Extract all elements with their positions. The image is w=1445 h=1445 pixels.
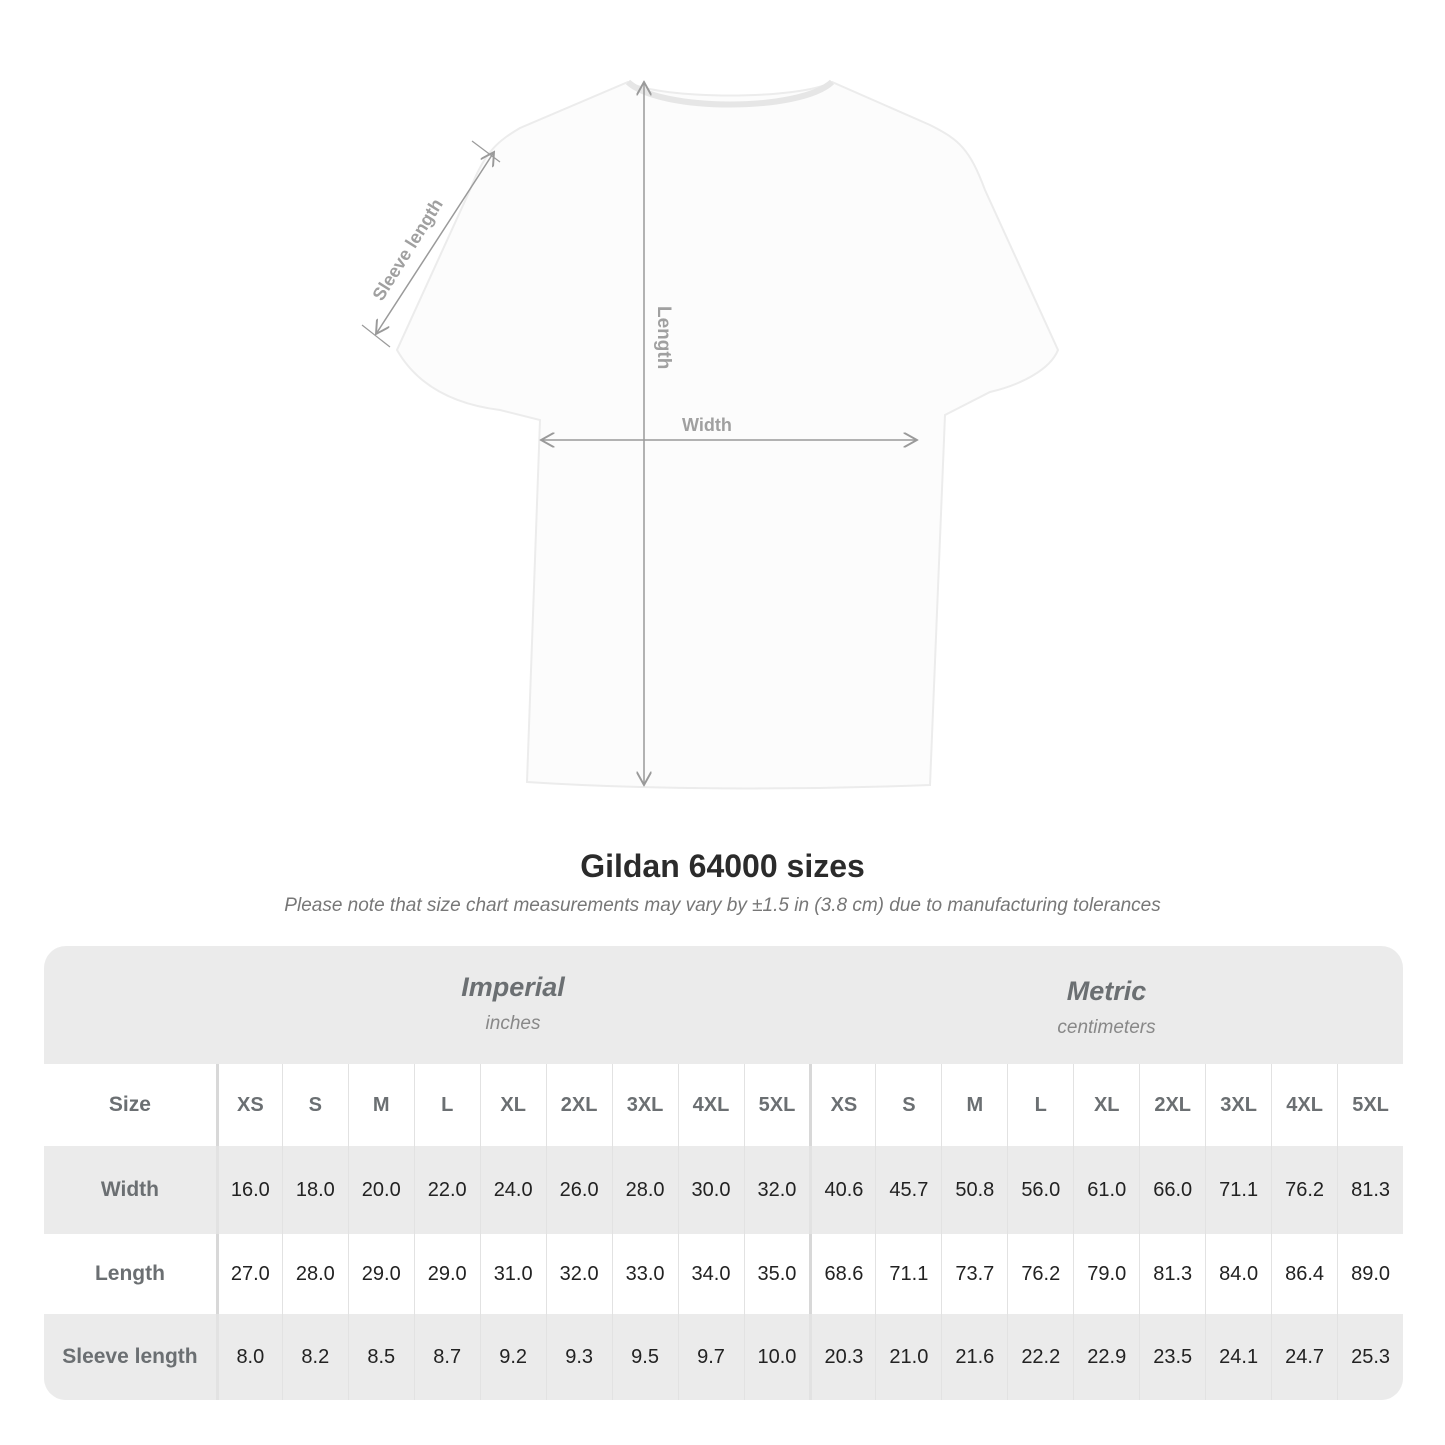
table-cell: 16.0: [215, 1146, 282, 1234]
table-cell: XL: [479, 1064, 546, 1146]
table-cell: 61.0: [1073, 1146, 1139, 1234]
table-row: Sleeve length 8.0 8.2 8.5 8.7 9.2 9.3 9.5 9.7 10.…: [44, 1314, 1403, 1400]
row-label: Length: [94, 1262, 165, 1285]
table-cell: 30.0: [677, 1146, 744, 1234]
table-cell: 26.0: [545, 1146, 612, 1234]
size-header-row: Size XS S M L XL 2XL 3XL 4XL 5XL XS S M L XL 2XL 3XL 4XL 5…: [44, 1064, 1403, 1146]
table-cell: L: [1007, 1064, 1073, 1146]
table-cell: 76.2: [1271, 1146, 1337, 1234]
table-cell: 8.5: [347, 1314, 414, 1400]
table-cell: 21.0: [875, 1314, 941, 1400]
table-cell: 20.0: [347, 1146, 414, 1234]
table-cell: 8.7: [413, 1314, 480, 1400]
table-cell: 22.0: [413, 1146, 480, 1234]
table-cell: 9.2: [479, 1314, 546, 1400]
table-cell: 76.2: [1007, 1234, 1073, 1314]
table-cell: 21.6: [941, 1314, 1007, 1400]
table-cell: 9.7: [677, 1314, 744, 1400]
table-cell: 8.0: [215, 1314, 282, 1400]
table-cell: 34.0: [677, 1234, 744, 1314]
width-label: Width: [682, 415, 732, 435]
table-cell: 9.3: [545, 1314, 612, 1400]
table-cell: S: [875, 1064, 941, 1146]
size-table: Imperial inches Metric centimeters Size X…: [44, 946, 1403, 1400]
table-cell: XS: [809, 1064, 875, 1146]
table-cell: 50.8: [941, 1146, 1007, 1234]
row-label: Width: [100, 1178, 159, 1201]
table-cell: 22.9: [1073, 1314, 1139, 1400]
table-cell: 81.3: [1337, 1146, 1403, 1234]
page-title: Gildan 64000 sizes: [580, 848, 865, 884]
row-label: Sleeve length: [62, 1345, 198, 1368]
table-cell: 27.0: [215, 1234, 282, 1314]
table-cell: 68.6: [809, 1234, 875, 1314]
table-cell: 9.5: [611, 1314, 678, 1400]
table-cell: 45.7: [875, 1146, 941, 1234]
table-cell: 28.0: [611, 1146, 678, 1234]
table-cell: 24.7: [1271, 1314, 1337, 1400]
metric-label: Metric: [1066, 976, 1147, 1006]
table-cell: 29.0: [413, 1234, 480, 1314]
imperial-unit: inches: [485, 1013, 541, 1034]
tshirt-shape: [395, 80, 1060, 790]
table-cell: 2XL: [545, 1064, 612, 1146]
table-cell: 71.1: [875, 1234, 941, 1314]
sleeve-arrow: [376, 152, 494, 334]
metric-header: Metric centimeters: [810, 946, 1403, 1094]
table-cell: 81.3: [1139, 1234, 1205, 1314]
table-cell: 89.0: [1337, 1234, 1403, 1314]
table-cell: 40.6: [809, 1146, 875, 1234]
table-cell: 35.0: [743, 1234, 810, 1314]
tolerance-note: Please note that size chart measurements…: [284, 895, 1161, 916]
table-cell: 2XL: [1139, 1064, 1205, 1146]
table-cell: 23.5: [1139, 1314, 1205, 1400]
length-label: Length: [653, 306, 674, 369]
table-cell: 32.0: [545, 1234, 612, 1314]
table-cell: 4XL: [677, 1064, 744, 1146]
table-cell: 31.0: [479, 1234, 546, 1314]
table-cell: 28.0: [281, 1234, 348, 1314]
table-cell: 66.0: [1139, 1146, 1205, 1234]
table-cell: 84.0: [1205, 1234, 1271, 1314]
table-cell: S: [281, 1064, 348, 1146]
table-cell: 3XL: [611, 1064, 678, 1146]
table-cell: 10.0: [743, 1314, 810, 1400]
table-row: Width 16.0 18.0 20.0 22.0 24.0 26.0 28.0 30.0 32.…: [44, 1146, 1403, 1234]
table-cell: XS: [215, 1064, 282, 1146]
table-cell: 18.0: [281, 1146, 348, 1234]
table-cell: 79.0: [1073, 1234, 1139, 1314]
table-cell: 5XL: [1337, 1064, 1403, 1146]
table-cell: XL: [1073, 1064, 1139, 1146]
table-cell: 32.0: [743, 1146, 810, 1234]
table-cell: 71.1: [1205, 1146, 1271, 1234]
table-cell: 24.0: [479, 1146, 546, 1234]
table-cell: 56.0: [1007, 1146, 1073, 1234]
table-cell: 73.7: [941, 1234, 1007, 1314]
table-cell: 5XL: [743, 1064, 810, 1146]
table-cell: 3XL: [1205, 1064, 1271, 1146]
tshirt-diagram: Sleeve length Length Width: [361, 79, 1060, 790]
table-cell: 8.2: [281, 1314, 348, 1400]
table-cell: L: [413, 1064, 480, 1146]
row-label: Size: [108, 1093, 151, 1116]
imperial-header: Imperial inches: [216, 946, 810, 1090]
table-cell: 33.0: [611, 1234, 678, 1314]
table-cell: 29.0: [347, 1234, 414, 1314]
table-cell: M: [941, 1064, 1007, 1146]
table-row: Length 27.0 28.0 29.0 29.0 31.0 32.0 33.0 34.0 35…: [44, 1234, 1403, 1314]
table-cell: 24.1: [1205, 1314, 1271, 1400]
table-cell: 22.2: [1007, 1314, 1073, 1400]
table-cell: 20.3: [809, 1314, 875, 1400]
table-cell: M: [347, 1064, 414, 1146]
imperial-label: Imperial: [461, 972, 565, 1002]
table-cell: 4XL: [1271, 1064, 1337, 1146]
table-cell: 25.3: [1337, 1314, 1403, 1400]
table-cell: 86.4: [1271, 1234, 1337, 1314]
metric-unit: centimeters: [1057, 1017, 1156, 1038]
